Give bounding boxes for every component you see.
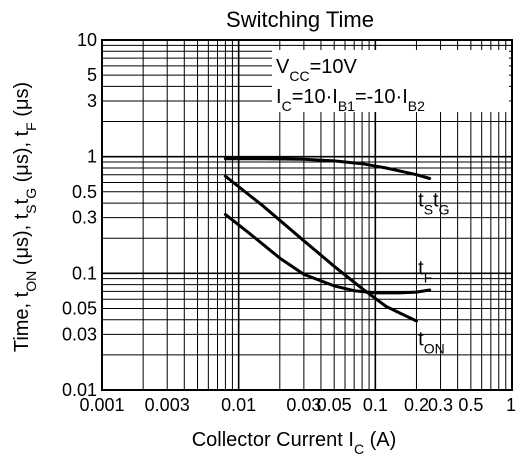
- x-tick-label: 0.01: [221, 395, 256, 415]
- y-tick-label: 0.05: [62, 298, 97, 318]
- y-tick-label: 0.1: [72, 263, 97, 283]
- series-layer: tStG tF tON: [223, 157, 449, 357]
- x-tick-label: 0.3: [428, 395, 453, 415]
- x-tick-label: 0.2: [404, 395, 429, 415]
- y-tick-label: 0.01: [62, 380, 97, 400]
- tick-labels: 0.001 0.003 0.01 0.030.05 0.1 0.2 0.3 0.5 110531…: [62, 30, 516, 415]
- series-label-tON: tON: [418, 329, 445, 357]
- series-line-tON: [223, 174, 418, 323]
- grid: [101, 39, 513, 391]
- y-tick-label: 5: [87, 65, 97, 85]
- x-tick-label: 0.05: [317, 395, 352, 415]
- plot-frame: [101, 39, 513, 391]
- series-label-tF: tF: [418, 258, 432, 286]
- y-tick-label: 0.3: [72, 208, 97, 228]
- y-tick-label: 0.03: [62, 324, 97, 344]
- x-tick-label: 0.001: [79, 395, 124, 415]
- y-tick-label: 0.5: [72, 182, 97, 202]
- condition-line: IC=10·IB1=-10·IB2: [276, 86, 425, 114]
- x-axis-label: Collector Current IC (A): [192, 429, 397, 457]
- series-label-tstg: tStG: [418, 190, 449, 218]
- y-tick-label: 10: [77, 30, 97, 50]
- condition-line: VCC=10V: [276, 56, 358, 84]
- y-tick-label: 1: [87, 147, 97, 167]
- x-tick-label: 0.5: [458, 395, 483, 415]
- y-tick-label: 3: [87, 91, 97, 111]
- x-tick-label: 0.03: [286, 395, 321, 415]
- series-line-tstg: [223, 157, 432, 180]
- y-axis-label: Time, tON (μs), tStG (μs), tF (μs): [11, 82, 39, 352]
- x-tick-label: 0.003: [145, 395, 190, 415]
- conditions-box: [272, 50, 509, 112]
- chart-title: Switching Time: [226, 7, 374, 32]
- x-tick-label: 1: [506, 395, 516, 415]
- series-line-tF: [223, 212, 432, 295]
- x-tick-label: 0.1: [363, 395, 388, 415]
